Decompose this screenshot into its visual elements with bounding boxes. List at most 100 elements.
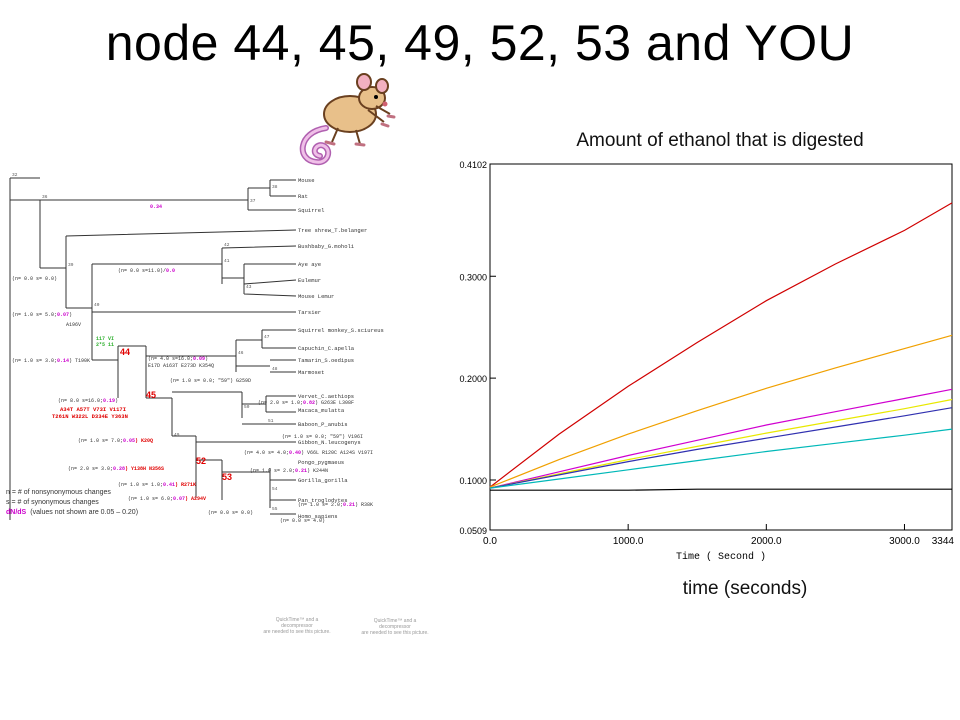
- node-number: 48: [272, 366, 278, 372]
- node-number: 38: [272, 184, 278, 190]
- node-number: 39: [68, 262, 74, 268]
- x-tick-label: 0.0: [483, 536, 497, 547]
- node-number: 40: [94, 302, 100, 308]
- taxon-label: Gibbon_N.leucogenys: [298, 439, 361, 446]
- series-line-2: [489, 334, 953, 488]
- node-number: 36: [42, 194, 48, 200]
- highlight-node-44: 44: [120, 347, 130, 357]
- taxon-label: Macaca_mulatta: [298, 407, 345, 414]
- mutation-list: A34T A57T V73I V117I: [60, 406, 126, 413]
- series-line-4: [489, 398, 953, 489]
- branch-note: (n= 2.0 s= 1.0;0.82) G263E L308F: [258, 400, 354, 406]
- taxon-label: Marmoset: [298, 369, 324, 376]
- taxon-label: Squirrel monkey_S.sciureus: [298, 327, 384, 334]
- x-axis-label: Time ( Second ): [676, 551, 766, 563]
- taxon-label: Tree shrew_T.belanger: [298, 227, 367, 234]
- y-tick-label: 0.3000: [459, 272, 487, 282]
- branch-note: (n= 1.0 s= 7.0;0.05) K20Q: [78, 438, 153, 444]
- green-note: 117 VI: [96, 336, 114, 342]
- y-tick-label: 0.0509: [459, 526, 487, 536]
- taxon-label: Aye aye: [298, 261, 321, 268]
- branch-note: (n= 0.0 s= 0.0): [12, 276, 57, 282]
- node-number: 37: [250, 198, 256, 204]
- y-tick-label: 0.1000: [459, 476, 487, 486]
- chart-title: Amount of ethanol that is digested: [576, 130, 864, 151]
- image-placeholder: QuickTime™ and a decompressor are needed…: [340, 618, 450, 636]
- placeholder-line: QuickTime™ and a: [373, 618, 417, 624]
- node-number: 47: [264, 334, 270, 340]
- taxon-label: Bushbaby_G.moholi: [298, 243, 355, 250]
- x-tick-label: 2000.0: [751, 536, 782, 547]
- series-line-6: [489, 428, 953, 489]
- taxon-label: Pongo_pygmaeus: [298, 459, 344, 466]
- series-line-5: [489, 407, 953, 489]
- placeholder-line: are needed to see this picture.: [361, 630, 429, 636]
- branch-note: (n= 1.0 s= 5.0;0.07): [12, 312, 72, 318]
- branch-note: E17D A163T E273D K354Q: [148, 363, 214, 369]
- branch-note: (n= 1.0 s= 0.0; "59") V196I: [282, 434, 363, 440]
- series-line-1: [489, 202, 953, 488]
- taxon-label: Vervet_C.aethiops: [298, 393, 354, 400]
- branch-note: A196V: [66, 322, 81, 328]
- taxon-label: Mouse Lemur: [298, 293, 334, 300]
- node-number: 49: [174, 432, 180, 438]
- branch-note: (n= 2.0 s= 3.0;0.28) Y138H N356S: [68, 466, 164, 472]
- slide-title: node 44, 45, 49, 52, 53 and YOU: [105, 15, 855, 71]
- branch-note: (n= 0.0 s= 4.0): [280, 518, 325, 524]
- taxon-label: Tamarin_S.oedipus: [298, 357, 354, 364]
- taxon-label: Pan_troglodytes: [298, 497, 348, 504]
- highlight-node-53: 53: [222, 472, 232, 482]
- highlight-node-52: 52: [196, 456, 206, 466]
- node-number: 54: [272, 486, 278, 492]
- taxon-label: Rat: [298, 193, 308, 200]
- branch-note: (n= 4.0 s= 4.0;0.40) V66L R120C A124S V1…: [244, 450, 373, 456]
- node-number: 32: [12, 172, 18, 178]
- node-number: 50: [244, 404, 250, 410]
- y-tick-label: 0.2000: [459, 374, 487, 384]
- branch-note: (n= 1.0 s= 2.0;0.21) R38K: [298, 502, 373, 508]
- branch-note: (n= 0.0 s= 0.0): [208, 510, 253, 516]
- node-number: 41: [224, 258, 230, 264]
- y-tick-label: 0.4102: [459, 160, 487, 170]
- branch-note: (n= 1.0 s= 0.0; "59") G259D: [170, 378, 251, 384]
- x-tick-label: 3000.0: [889, 536, 920, 547]
- taxon-label: Gorilla_gorilla: [298, 477, 348, 484]
- taxon-label: Capuchin_C.apella: [298, 345, 355, 352]
- placeholder-line: decompressor: [379, 624, 411, 630]
- node-number: 51: [268, 418, 274, 424]
- green-note: 2*5 11: [96, 342, 114, 348]
- node-number: 43: [246, 284, 252, 290]
- placeholder-line: are needed to see this picture.: [263, 629, 331, 635]
- x-tick-label: 3344: [932, 536, 955, 547]
- ethanol-chart: 0.0 1000.0 2000.0 3000.0 3344 0.4102 0.3000 0.2…: [459, 160, 955, 563]
- x-axis-caption: time (seconds): [682, 578, 808, 599]
- tree-branches: [9, 177, 297, 520]
- legend-line: dN/dS (values not shown are 0.05 – 0.20): [6, 509, 138, 516]
- node-number: 42: [224, 242, 230, 248]
- taxon-label: Homo_sapiens: [298, 513, 338, 520]
- mouse-illustration: [299, 73, 396, 166]
- legend-line: s = # of synonymous changes: [6, 499, 99, 506]
- taxon-label: Eulemur: [298, 277, 321, 284]
- placeholder-line: QuickTime™ and a: [275, 617, 319, 623]
- branch-note: 0.34: [150, 204, 162, 210]
- branch-note: (n= 1.0 s= 6.0;0.07) A294V: [128, 496, 206, 502]
- plot-area: [489, 163, 953, 531]
- highlight-node-45: 45: [146, 390, 156, 400]
- branch-note: (n= 1.0 s= 1.0;0.41) R271K: [118, 482, 196, 488]
- legend-line: n = # of nonsynonymous changes: [6, 489, 111, 496]
- taxon-label: Baboon_P_anubis: [298, 421, 348, 428]
- taxon-label: Squirrel: [298, 207, 324, 214]
- branch-note: (n= 1.0 s= 3.0;0.14) T190K: [12, 358, 90, 364]
- branch-note: (n= 4.0 s=16.0;0.09): [148, 356, 208, 362]
- mutation-list: T261N W322L D334E Y363N: [52, 413, 128, 420]
- x-tick-label: 1000.0: [613, 536, 644, 547]
- series-line-3: [489, 388, 953, 489]
- placeholder-line: decompressor: [281, 623, 313, 629]
- branch-note: (n= 0.0 s=11.0)/0.0: [118, 268, 175, 274]
- taxon-label: Tarsier: [298, 309, 321, 316]
- node-number: 55: [272, 506, 278, 512]
- branch-note: (n= 1.0 s= 2.0;0.21) K244N: [250, 468, 328, 474]
- image-placeholder: QuickTime™ and a decompressor are needed…: [242, 617, 352, 635]
- branch-note: (n= 8.0 s=16.0;0.19): [58, 398, 118, 404]
